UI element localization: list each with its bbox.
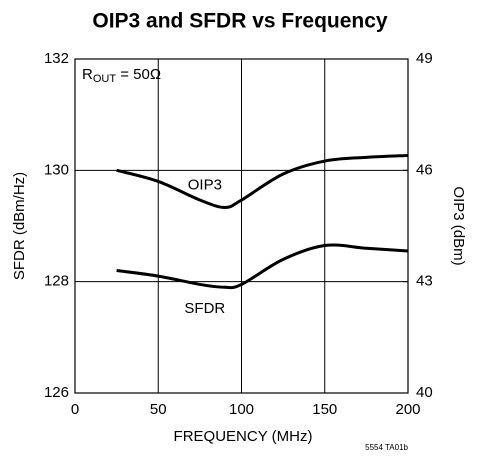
- x-tick-label: 150: [312, 401, 337, 418]
- y2-tick-label: 46: [416, 161, 433, 178]
- x-tick-label: 100: [229, 401, 254, 418]
- series-label: SFDR: [184, 300, 225, 317]
- y2-tick-label: 49: [416, 50, 433, 67]
- series-line: [116, 243, 409, 290]
- series-line: [116, 153, 409, 209]
- y2-axis-label: OIP3 (dBm): [450, 186, 467, 265]
- y-tick-label: 128: [44, 273, 69, 290]
- y2-tick-label: 40: [416, 384, 433, 401]
- x-tick-label: 50: [150, 401, 167, 418]
- annotation-rest: = 50Ω: [116, 66, 161, 83]
- footnote: 5554 TA01b: [365, 443, 408, 452]
- x-tick-label: 200: [395, 401, 420, 418]
- y2-tick-label: 43: [416, 273, 433, 290]
- annotation: ROUT = 50Ω: [82, 66, 161, 85]
- x-axis-label: FREQUENCY (MHz): [174, 428, 313, 445]
- y-tick-label: 132: [44, 50, 69, 67]
- y-axis-label: SFDR (dBm/Hz): [11, 172, 28, 280]
- annotation-main: R: [82, 66, 93, 83]
- y-tick-label: 126: [44, 384, 69, 401]
- annotation-sub: OUT: [93, 73, 117, 85]
- chart-title: OIP3 and SFDR vs Frequency: [92, 10, 388, 33]
- y-tick-label: 130: [44, 161, 69, 178]
- x-tick-label: 0: [71, 401, 79, 418]
- series-label: OIP3: [188, 176, 222, 193]
